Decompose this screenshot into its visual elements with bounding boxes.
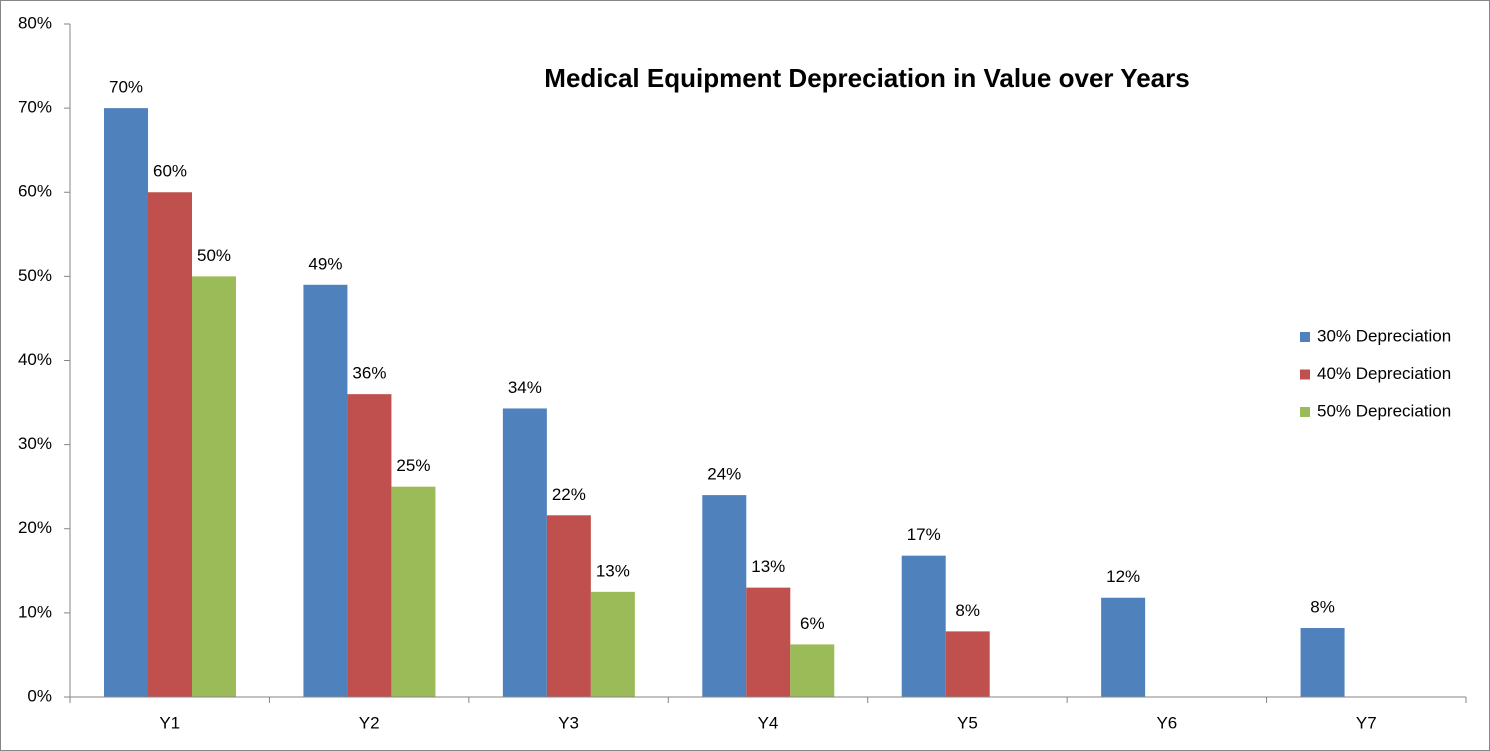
y-tick-label: 40% — [18, 350, 52, 369]
x-tick-label: Y7 — [1356, 713, 1377, 732]
data-label: 25% — [396, 456, 430, 475]
y-tick-label: 60% — [18, 182, 52, 201]
bar — [1101, 597, 1146, 697]
data-label: 17% — [907, 525, 941, 544]
chart-title: Medical Equipment Depreciation in Value … — [544, 63, 1189, 93]
bar — [546, 515, 591, 697]
data-label: 34% — [508, 378, 542, 397]
data-label: 8% — [1310, 598, 1335, 617]
data-label: 50% — [197, 246, 231, 265]
x-tick-label: Y1 — [159, 713, 180, 732]
data-label: 49% — [308, 254, 342, 273]
legend-label: 50% Depreciation — [1317, 401, 1451, 420]
y-tick-label: 30% — [18, 434, 52, 453]
y-tick-label: 0% — [27, 686, 52, 705]
bar — [502, 408, 547, 697]
data-label: 70% — [109, 78, 143, 97]
legend-swatch — [1300, 369, 1310, 380]
data-label: 13% — [751, 557, 785, 576]
data-label: 13% — [596, 561, 630, 580]
y-tick-label: 50% — [18, 266, 52, 285]
bar — [192, 276, 236, 697]
y-tick-label: 70% — [18, 98, 52, 117]
bar — [790, 644, 835, 697]
y-tick-label: 10% — [18, 602, 52, 621]
x-tick-label: Y3 — [558, 713, 579, 732]
data-label: 12% — [1106, 567, 1140, 586]
bar — [1300, 628, 1345, 697]
bar — [391, 486, 436, 697]
bar — [746, 587, 791, 697]
data-label: 24% — [707, 465, 741, 484]
x-tick-label: Y2 — [359, 713, 380, 732]
legend-label: 40% Depreciation — [1317, 364, 1451, 383]
y-tick-label: 80% — [18, 13, 52, 32]
bar — [104, 108, 148, 697]
data-label: 60% — [153, 162, 187, 181]
data-label: 8% — [955, 601, 980, 620]
bar — [148, 192, 192, 697]
data-label: 6% — [800, 614, 825, 633]
bar — [347, 394, 392, 697]
bar — [945, 631, 990, 697]
bar — [901, 555, 946, 697]
data-label: 36% — [352, 364, 386, 383]
bar — [702, 495, 747, 697]
y-tick-label: 20% — [18, 518, 52, 537]
bar — [590, 591, 635, 697]
legend-swatch — [1300, 407, 1310, 417]
bar — [303, 284, 348, 697]
legend-label: 30% Depreciation — [1317, 326, 1451, 345]
x-tick-label: Y5 — [957, 713, 978, 732]
x-tick-label: Y4 — [758, 713, 779, 732]
x-tick-label: Y6 — [1156, 713, 1177, 732]
data-label: 22% — [552, 485, 586, 504]
legend-swatch — [1300, 332, 1310, 342]
